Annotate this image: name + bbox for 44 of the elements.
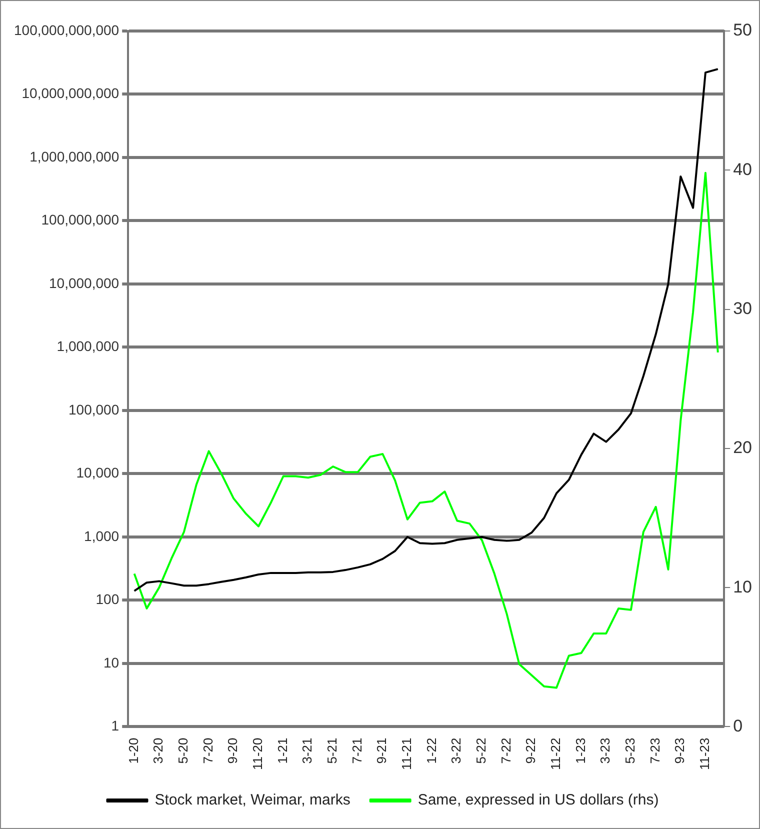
x-tick-label: 1-23 — [572, 738, 588, 764]
y-tick-label: 10 — [104, 654, 120, 670]
x-tick-label: 11-23 — [697, 738, 712, 770]
y2-tick-label: 50 — [733, 20, 752, 40]
y-tick-label: 10,000 — [76, 464, 120, 481]
y2-tick-label: 10 — [733, 577, 752, 596]
legend-label: Same, expressed in US dollars (rhs) — [418, 792, 659, 809]
x-tick-label: 1-22 — [424, 738, 439, 764]
y2-tick-label: 0 — [733, 716, 743, 736]
x-tick-label: 3-22 — [448, 738, 464, 764]
x-tick-label: 9-22 — [523, 738, 538, 764]
x-tick-label: 3-21 — [300, 738, 315, 764]
x-tick-label: 7-23 — [647, 738, 662, 764]
y-tick-label: 100,000,000,000 — [14, 22, 120, 38]
y-tick-label: 100,000 — [68, 401, 120, 418]
y-tick-label: 1 — [111, 718, 120, 734]
x-tick-label: 3-23 — [598, 738, 613, 764]
x-tick-label: 1-20 — [126, 738, 141, 764]
x-tick-label: 11-21 — [399, 738, 414, 770]
x-tick-label: 9-20 — [225, 738, 240, 764]
x-tick-label: 9-23 — [672, 738, 688, 764]
x-tick-label: 5-22 — [474, 738, 489, 764]
legend-label: Stock market, Weimar, marks — [154, 792, 350, 809]
y-tick-label: 10,000,000 — [49, 274, 120, 291]
x-tick-label: 11-22 — [548, 738, 564, 770]
x-tick-label: 7-20 — [200, 738, 216, 764]
x-tick-label: 7-21 — [349, 738, 364, 764]
y2-tick-label: 40 — [733, 160, 752, 179]
x-tick-label: 9-21 — [374, 738, 390, 764]
x-tick-label: 1-21 — [274, 738, 290, 764]
y2-tick-label: 20 — [733, 438, 752, 458]
y-tick-label: 1,000,000,000 — [30, 148, 120, 164]
x-tick-label: 11-20 — [250, 738, 266, 770]
x-tick-label: 5-23 — [622, 738, 638, 764]
y-tick-label: 100 — [96, 591, 120, 608]
y-tick-label: 1,000 — [84, 528, 120, 544]
y2-tick-label: 30 — [733, 298, 752, 318]
x-tick-label: 3-20 — [150, 738, 166, 764]
y-tick-label: 1,000,000 — [56, 338, 120, 354]
x-tick-label: 5-20 — [176, 738, 191, 764]
x-tick-label: 5-21 — [324, 738, 340, 764]
x-tick-label: 7-22 — [498, 738, 514, 764]
y-tick-label: 10,000,000,000 — [22, 85, 120, 102]
y-tick-label: 100,000,000 — [41, 212, 120, 228]
